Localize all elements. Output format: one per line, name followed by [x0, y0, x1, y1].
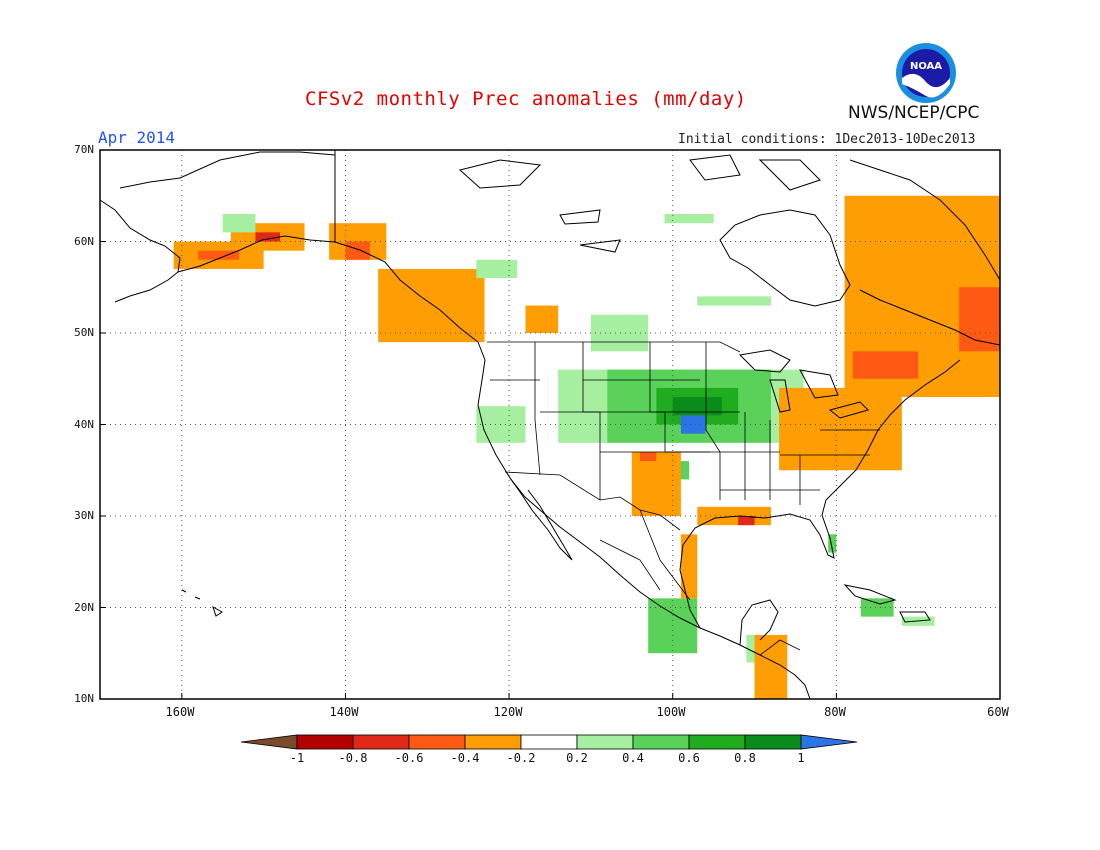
- colorbar-label-9: 1: [797, 751, 805, 765]
- coastlines: [99, 150, 1001, 700]
- anomaly-cell-28: [779, 387, 902, 471]
- anomaly-cell-12: [590, 314, 649, 352]
- colorbar-swatch-p08_p1: [744, 734, 802, 750]
- noaa-logo: NOAA: [896, 43, 956, 103]
- initial-conditions-label: Initial conditions: 1Dec2013-10Dec2013: [678, 132, 976, 147]
- colorbar-swatch-m08_m06: [352, 734, 410, 750]
- anomaly-cell-32: [738, 516, 755, 526]
- lat-label-20n: 20N: [74, 601, 94, 614]
- anomaly-cell-1: [198, 250, 240, 260]
- lon-label-120w: 120W: [493, 705, 523, 719]
- colorbar-label-5: 0.2: [566, 751, 588, 765]
- anomaly-cell-27: [852, 351, 919, 379]
- colorbar-arrow-high: [800, 734, 858, 750]
- anomaly-cell-8: [222, 214, 256, 233]
- anomaly-cell-35: [959, 204, 976, 215]
- forecast-month-label: Apr 2014: [98, 128, 176, 147]
- anomaly-cell-33: [680, 534, 698, 599]
- anomaly-cell-29: [631, 451, 681, 516]
- colorbar-label-2: -0.6: [394, 751, 424, 765]
- lon-label-80w: 80W: [824, 705, 846, 719]
- colorbar-arrow-low: [240, 734, 298, 750]
- lat-label-40n: 40N: [74, 418, 94, 431]
- lat-label-60n: 60N: [74, 235, 94, 248]
- anomaly-cell-11: [697, 296, 771, 306]
- anomaly-layer: [173, 195, 1000, 699]
- lat-label-10n: 10N: [74, 692, 94, 705]
- political-boundaries: [487, 341, 880, 656]
- anomaly-cell-34: [754, 634, 788, 699]
- colorbar-label-3: -0.4: [450, 751, 480, 765]
- colorbar-label-0: -1: [289, 751, 305, 765]
- anomaly-cell-7: [525, 305, 559, 333]
- anomaly-cell-5: [345, 241, 370, 260]
- colorbar-label-1: -0.8: [338, 751, 368, 765]
- anomaly-cell-10: [664, 214, 714, 224]
- colorbar-swatch-m04_m02: [464, 734, 522, 750]
- lon-label-140w: 140W: [329, 705, 359, 719]
- lat-label-50n: 50N: [74, 326, 94, 339]
- axis-ticks: [100, 149, 1001, 700]
- anomaly-cell-26: [959, 287, 1000, 352]
- graticule: [100, 150, 1000, 699]
- anomaly-cell-17: [672, 397, 722, 416]
- lon-label-100w: 100W: [656, 705, 686, 719]
- colorbar: [240, 734, 858, 750]
- colorbar-swatch-m06_m04: [408, 734, 466, 750]
- colorbar-swatch-m1_m08: [296, 734, 354, 750]
- lon-label-60w: 60W: [987, 705, 1009, 719]
- colorbar-swatch-p06_p08: [688, 734, 746, 750]
- colorbar-label-7: 0.6: [678, 751, 700, 765]
- colorbar-swatch-p04_p06: [632, 734, 690, 750]
- colorbar-label-4: -0.2: [506, 751, 536, 765]
- lat-label-70n: 70N: [74, 143, 94, 156]
- noaa-logo-text: NOAA: [910, 61, 942, 72]
- colorbar-swatch-m02_p02: [520, 734, 578, 750]
- anomaly-cell-6: [378, 268, 485, 343]
- anomaly-cell-9: [476, 259, 518, 279]
- anomaly-cell-20: [828, 534, 837, 553]
- chart-title: CFSv2 monthly Prec anomalies (mm/day): [305, 88, 747, 110]
- colorbar-label-6: 0.4: [622, 751, 644, 765]
- colorbar-label-8: 0.8: [734, 751, 756, 765]
- anomaly-cell-3: [255, 232, 280, 242]
- anomaly-cell-30: [640, 451, 657, 462]
- lat-label-30n: 30N: [74, 509, 94, 522]
- agency-label: NWS/NCEP/CPC: [848, 103, 980, 123]
- colorbar-swatch-p02_p04: [576, 734, 634, 750]
- anomaly-cell-18: [680, 415, 706, 434]
- lon-label-160w: 160W: [165, 705, 195, 719]
